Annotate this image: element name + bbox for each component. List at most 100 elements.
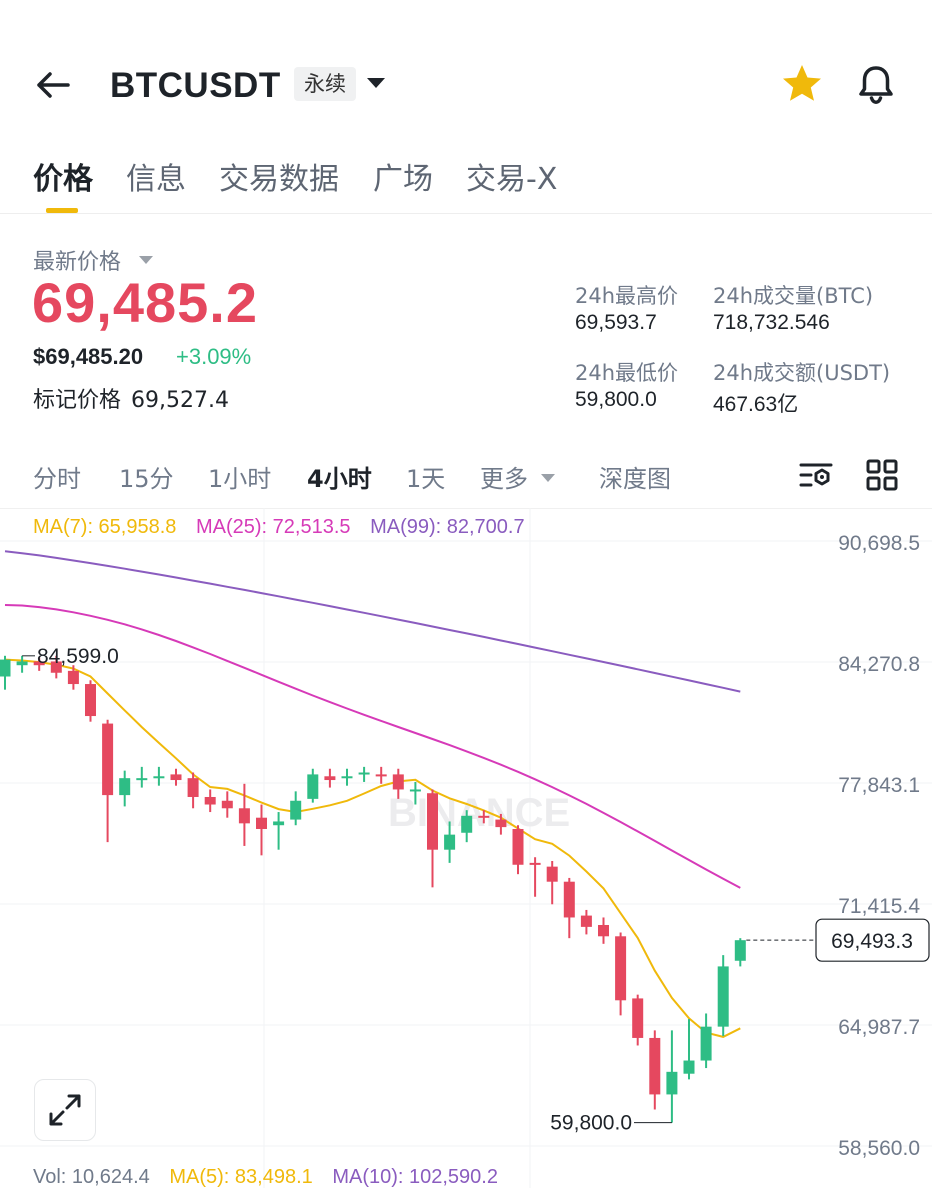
candle-body[interactable]	[546, 866, 558, 882]
caret-down-icon[interactable]	[138, 252, 154, 270]
candle-body[interactable]	[409, 789, 421, 792]
interval-1h[interactable]: 1小时	[208, 465, 272, 493]
low-24h-value: 59,800.0	[575, 388, 657, 411]
symbol-title[interactable]: BTCUSDT	[110, 66, 281, 105]
fullscreen-expand-icon[interactable]	[34, 1079, 96, 1141]
current-price-tag[interactable]	[815, 918, 930, 962]
chart-settings-icon[interactable]	[796, 455, 836, 495]
candle-body[interactable]	[170, 774, 182, 781]
caret-down-icon[interactable]	[540, 470, 556, 488]
volume-usdt-value: 467.63亿	[713, 393, 799, 416]
candle-body[interactable]	[33, 661, 45, 666]
candle-body[interactable]	[307, 774, 319, 799]
interval-15m[interactable]: 15分	[119, 465, 174, 493]
last-price: 69,485.2	[32, 271, 258, 334]
main-tabs: 价格 信息 交易数据 广场 交易-X	[0, 150, 932, 214]
candle-body[interactable]	[238, 808, 250, 824]
candle-body[interactable]	[615, 936, 627, 1001]
candle-body[interactable]	[444, 834, 456, 850]
active-tab-indicator	[46, 208, 78, 213]
ma10-volume-legend: MA(10): 102,590.2	[332, 1166, 498, 1188]
low-24h-label: 24h最低价	[575, 361, 679, 385]
watermark-logo: BINANCE	[388, 791, 570, 835]
candle-body[interactable]	[427, 793, 438, 850]
candle-body[interactable]	[187, 778, 199, 797]
tab-info[interactable]: 信息	[126, 162, 186, 197]
candle-body[interactable]	[153, 776, 165, 779]
ma7-legend: MA(7): 65,958.8	[33, 516, 177, 538]
candle-body[interactable]	[16, 661, 28, 666]
perpetual-tag: 永续	[294, 67, 356, 101]
candle-body[interactable]	[580, 915, 592, 927]
volume-legend: Vol: 10,624.4	[33, 1166, 150, 1188]
interval-time-sharing[interactable]: 分时	[33, 465, 81, 493]
high-24h-label: 24h最高价	[575, 284, 679, 308]
interval-4h[interactable]: 4小时	[307, 465, 372, 493]
ma-legend-top: MA(7): 65,958.8 MA(25): 72,513.5 MA(99):…	[33, 516, 539, 539]
candle-body[interactable]	[50, 661, 62, 673]
high-24h-value: 69,593.7	[575, 311, 657, 334]
ma-legend-bottom: Vol: 10,624.4 MA(5): 83,498.1 MA(10): 10…	[33, 1166, 512, 1189]
candle-body[interactable]	[478, 815, 490, 818]
ma5-volume-legend: MA(5): 83,498.1	[169, 1166, 313, 1188]
candle-body[interactable]	[136, 778, 148, 781]
candle-body[interactable]	[256, 817, 267, 829]
kline-chart-area[interactable]	[0, 508, 932, 1200]
candle-body[interactable]	[341, 776, 353, 779]
candle-body[interactable]	[683, 1060, 695, 1074]
caret-down-icon[interactable]	[364, 75, 392, 95]
candle-body[interactable]	[632, 998, 644, 1038]
ma99-legend: MA(99): 82,700.7	[370, 516, 525, 538]
candle-body[interactable]	[734, 940, 746, 961]
interval-more[interactable]: 更多	[480, 465, 528, 493]
candle-body[interactable]	[290, 800, 302, 820]
latest-price-label[interactable]: 最新价格	[33, 250, 122, 275]
favorite-star-icon[interactable]	[780, 62, 826, 108]
candle-body[interactable]	[717, 966, 729, 1027]
candle-body[interactable]	[461, 815, 473, 833]
candle-body[interactable]	[85, 684, 96, 717]
back-arrow-icon[interactable]	[30, 64, 76, 106]
tab-square[interactable]: 广场	[373, 162, 433, 197]
candle-body[interactable]	[649, 1037, 661, 1095]
candle-body[interactable]	[563, 881, 575, 918]
grid-layout-icon[interactable]	[862, 455, 902, 495]
y-axis-tick-label: 58,560.0	[838, 1137, 920, 1160]
ma25-line	[4, 604, 741, 889]
bell-icon[interactable]	[854, 62, 900, 108]
current-price-label: 69,493.3	[831, 930, 913, 953]
ma99-line	[4, 550, 741, 693]
candle-body[interactable]	[221, 800, 233, 809]
mark-price-value: 69,527.4	[131, 388, 229, 413]
interval-1d[interactable]: 1天	[406, 465, 446, 493]
candle-body[interactable]	[67, 670, 79, 685]
tab-trade-x[interactable]: 交易-X	[466, 162, 558, 197]
candle-body[interactable]	[495, 819, 507, 828]
mark-price-row: 标记价格 69,527.4	[33, 382, 229, 414]
candle-body[interactable]	[700, 1026, 712, 1061]
candle-body[interactable]	[512, 828, 524, 865]
volume-btc-label: 24h成交量(BTC)	[713, 284, 874, 308]
tab-trading-data[interactable]: 交易数据	[219, 162, 339, 197]
candle-body[interactable]	[0, 659, 11, 677]
candle-body[interactable]	[324, 776, 336, 781]
candle-body[interactable]	[598, 924, 609, 937]
price-change-percent: +3.09%	[176, 344, 252, 369]
candlestick-chart[interactable]: BINANCE 84,599.0 59,800.0 69,493.3 90,698.…	[0, 508, 932, 1200]
candle-body[interactable]	[358, 772, 370, 775]
depth-chart-tab[interactable]: 深度图	[599, 465, 671, 493]
candle-body[interactable]	[119, 778, 131, 796]
candle-body[interactable]	[102, 723, 114, 796]
y-axis-tick-label: 84,270.8	[838, 653, 920, 676]
high-price-marker: 84,599.0	[37, 645, 119, 668]
candle-body[interactable]	[392, 774, 404, 790]
candle-body[interactable]	[204, 796, 216, 805]
ma7-line	[4, 658, 741, 1038]
mark-price-label: 标记价格	[33, 388, 122, 413]
candle-body[interactable]	[375, 774, 387, 777]
candle-body[interactable]	[666, 1071, 678, 1095]
candle-body[interactable]	[273, 821, 285, 826]
volume-usdt-label: 24h成交额(USDT)	[713, 361, 891, 385]
candle-body[interactable]	[529, 862, 541, 865]
tab-price[interactable]: 价格	[33, 162, 93, 197]
